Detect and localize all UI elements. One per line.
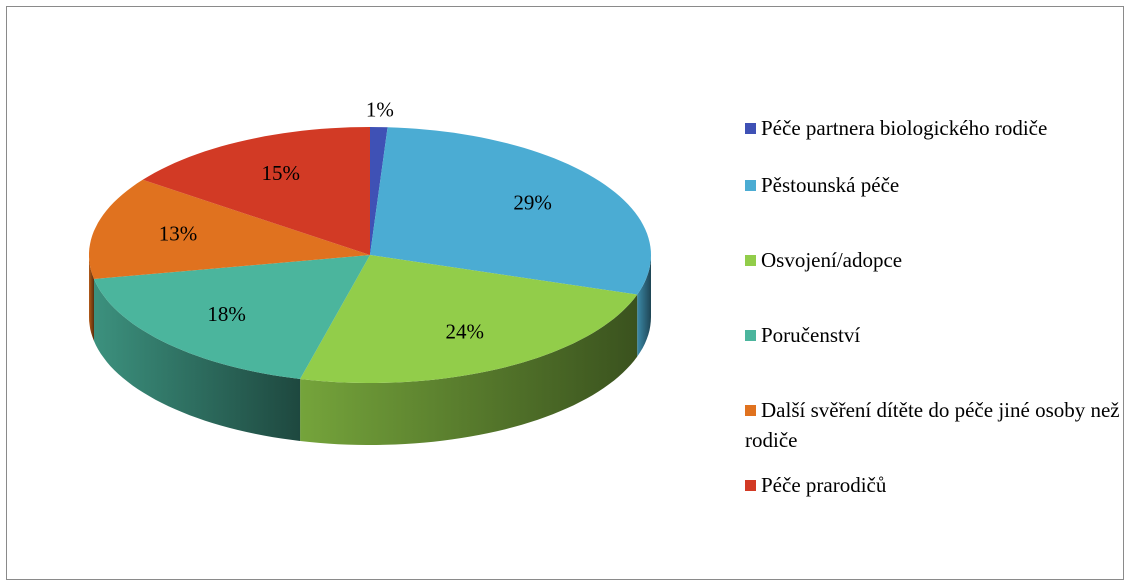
legend-label: Pěstounská péče <box>761 173 900 197</box>
data-label: 15% <box>261 161 300 185</box>
legend-label: Péče prarodičů <box>761 473 887 497</box>
legend-item: Péče partnera biologického rodiče <box>745 113 1120 143</box>
slice <box>300 255 638 383</box>
slice <box>370 127 651 295</box>
data-label: 13% <box>159 221 198 245</box>
slice <box>142 127 370 255</box>
legend-label: Další svěření dítěte do péče jiné osoby … <box>745 398 1120 452</box>
legend-item: Další svěření dítěte do péče jiné osoby … <box>745 395 1120 455</box>
legend-swatch <box>745 480 756 491</box>
legend-item: Poručenství <box>745 320 1120 350</box>
slice <box>89 179 370 279</box>
legend-swatch <box>745 255 756 266</box>
legend-swatch <box>745 330 756 341</box>
legend-label: Péče partnera biologického rodiče <box>761 116 1048 140</box>
slice <box>94 255 370 379</box>
legend-swatch <box>745 405 756 416</box>
legend-item: Péče prarodičů <box>745 470 1120 500</box>
data-label: 29% <box>513 190 552 214</box>
legend-swatch <box>745 123 756 134</box>
slice-side <box>89 255 94 341</box>
data-label: 1% <box>366 98 394 122</box>
slice <box>370 127 388 255</box>
legend-label: Poručenství <box>761 323 861 347</box>
legend-item: Osvojení/adopce <box>745 245 1120 275</box>
legend-label: Osvojení/adopce <box>761 248 903 272</box>
legend-item: Pěstounská péče <box>745 170 1120 200</box>
chart-frame <box>6 6 1124 580</box>
slice-side <box>300 294 638 445</box>
data-label: 18% <box>207 302 246 326</box>
slice-side <box>94 279 301 441</box>
slice-side <box>637 255 651 357</box>
legend-swatch <box>745 180 756 191</box>
data-label: 24% <box>446 319 485 343</box>
